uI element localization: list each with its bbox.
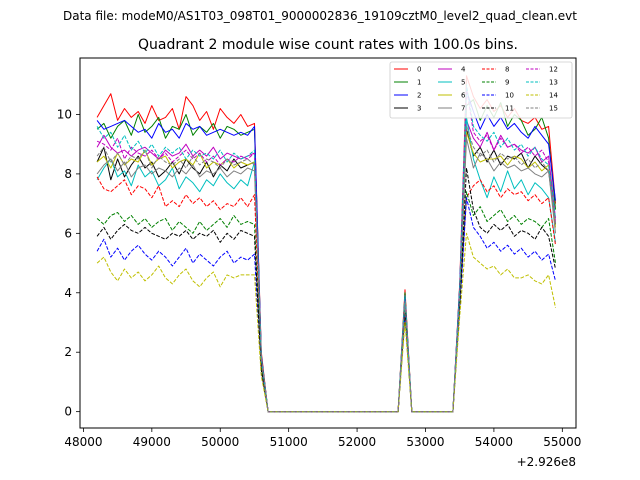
legend-label-7: 7 xyxy=(461,105,465,113)
legend-label-13: 13 xyxy=(549,79,558,87)
series-layer xyxy=(96,75,556,413)
legend-label-14: 14 xyxy=(549,92,558,100)
legend-label-3: 3 xyxy=(417,105,421,113)
legend-box xyxy=(389,61,573,119)
x-tick-label: 49000 xyxy=(133,435,171,449)
series-line-15 xyxy=(96,125,556,413)
plot-area: 48000 49000 50000 51000 52000 53000 54000 55000… xyxy=(57,57,581,469)
x-tick-label: 55000 xyxy=(543,435,581,449)
legend-label-4: 4 xyxy=(461,66,466,74)
legend-label-8: 8 xyxy=(505,66,509,74)
y-tick-label: 2 xyxy=(64,345,72,359)
legend-label-9: 9 xyxy=(505,79,509,87)
x-tick-label: 53000 xyxy=(406,435,444,449)
x-tick-label: 51000 xyxy=(270,435,308,449)
legend-label-1: 1 xyxy=(417,79,421,87)
y-tick-label: 8 xyxy=(64,167,72,181)
y-tick-label: 0 xyxy=(64,405,72,419)
y-tick-label: 10 xyxy=(57,107,72,121)
y-axis: 0 2 4 6 8 10 xyxy=(57,107,80,419)
chart-title: Quadrant 2 module wise count rates with … xyxy=(138,37,518,53)
legend-label-11: 11 xyxy=(505,105,514,113)
axes-frame xyxy=(79,57,577,429)
legend-label-12: 12 xyxy=(549,66,558,74)
legend-label-5: 5 xyxy=(461,79,465,87)
x-tick-label: 50000 xyxy=(201,435,239,449)
suptitle: Data file: modeM0/AS1T03_098T01_90000028… xyxy=(63,9,577,23)
x-tick-label: 48000 xyxy=(64,435,102,449)
x-axis: 48000 49000 50000 51000 52000 53000 54000 55000 xyxy=(64,428,581,449)
y-tick-label: 4 xyxy=(64,286,72,300)
legend-label-6: 6 xyxy=(461,92,466,100)
y-tick-label: 6 xyxy=(64,226,72,240)
legend-label-15: 15 xyxy=(549,105,558,113)
x-tick-label: 52000 xyxy=(338,435,376,449)
x-offset-label: +2.926e8 xyxy=(517,455,576,469)
legend-label-10: 10 xyxy=(505,92,514,100)
legend-label-2: 2 xyxy=(417,92,421,100)
legend-label-0: 0 xyxy=(417,66,421,74)
x-tick-label: 54000 xyxy=(475,435,513,449)
